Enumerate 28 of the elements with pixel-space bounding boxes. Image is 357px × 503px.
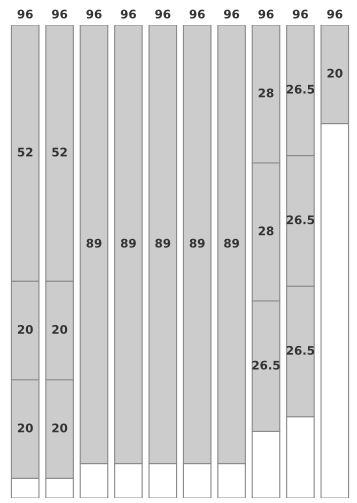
data-label: 20: [18, 424, 33, 432]
data-label: 52: [18, 148, 32, 157]
total-label: 96: [120, 10, 136, 19]
data-label: 28: [258, 88, 274, 98]
total-label: 96: [327, 10, 342, 19]
total-label: 96: [86, 10, 102, 19]
data-label: 20: [328, 68, 342, 78]
total-label: 96: [224, 10, 240, 19]
data-label: 26.5: [286, 84, 314, 94]
data-label: 26.5: [286, 346, 314, 355]
data-label: 89: [120, 238, 136, 248]
data-label: 26.5: [252, 360, 280, 370]
data-label: 52: [52, 148, 67, 157]
data-label: 89: [155, 238, 170, 248]
total-label: 96: [258, 10, 274, 19]
data-label: 26.5: [286, 215, 314, 224]
data-label: 89: [224, 238, 240, 248]
total-label: 96: [52, 10, 68, 19]
data-label: 28: [258, 226, 274, 236]
total-label: 96: [190, 10, 205, 19]
data-label: 89: [86, 238, 102, 248]
total-label: 96: [155, 10, 170, 19]
data-label: 20: [52, 424, 68, 432]
data-label: 89: [190, 238, 205, 248]
total-label: 96: [18, 10, 33, 19]
data-label: 20: [18, 324, 33, 334]
data-label: 20: [52, 324, 68, 334]
total-label: 96: [292, 10, 308, 19]
